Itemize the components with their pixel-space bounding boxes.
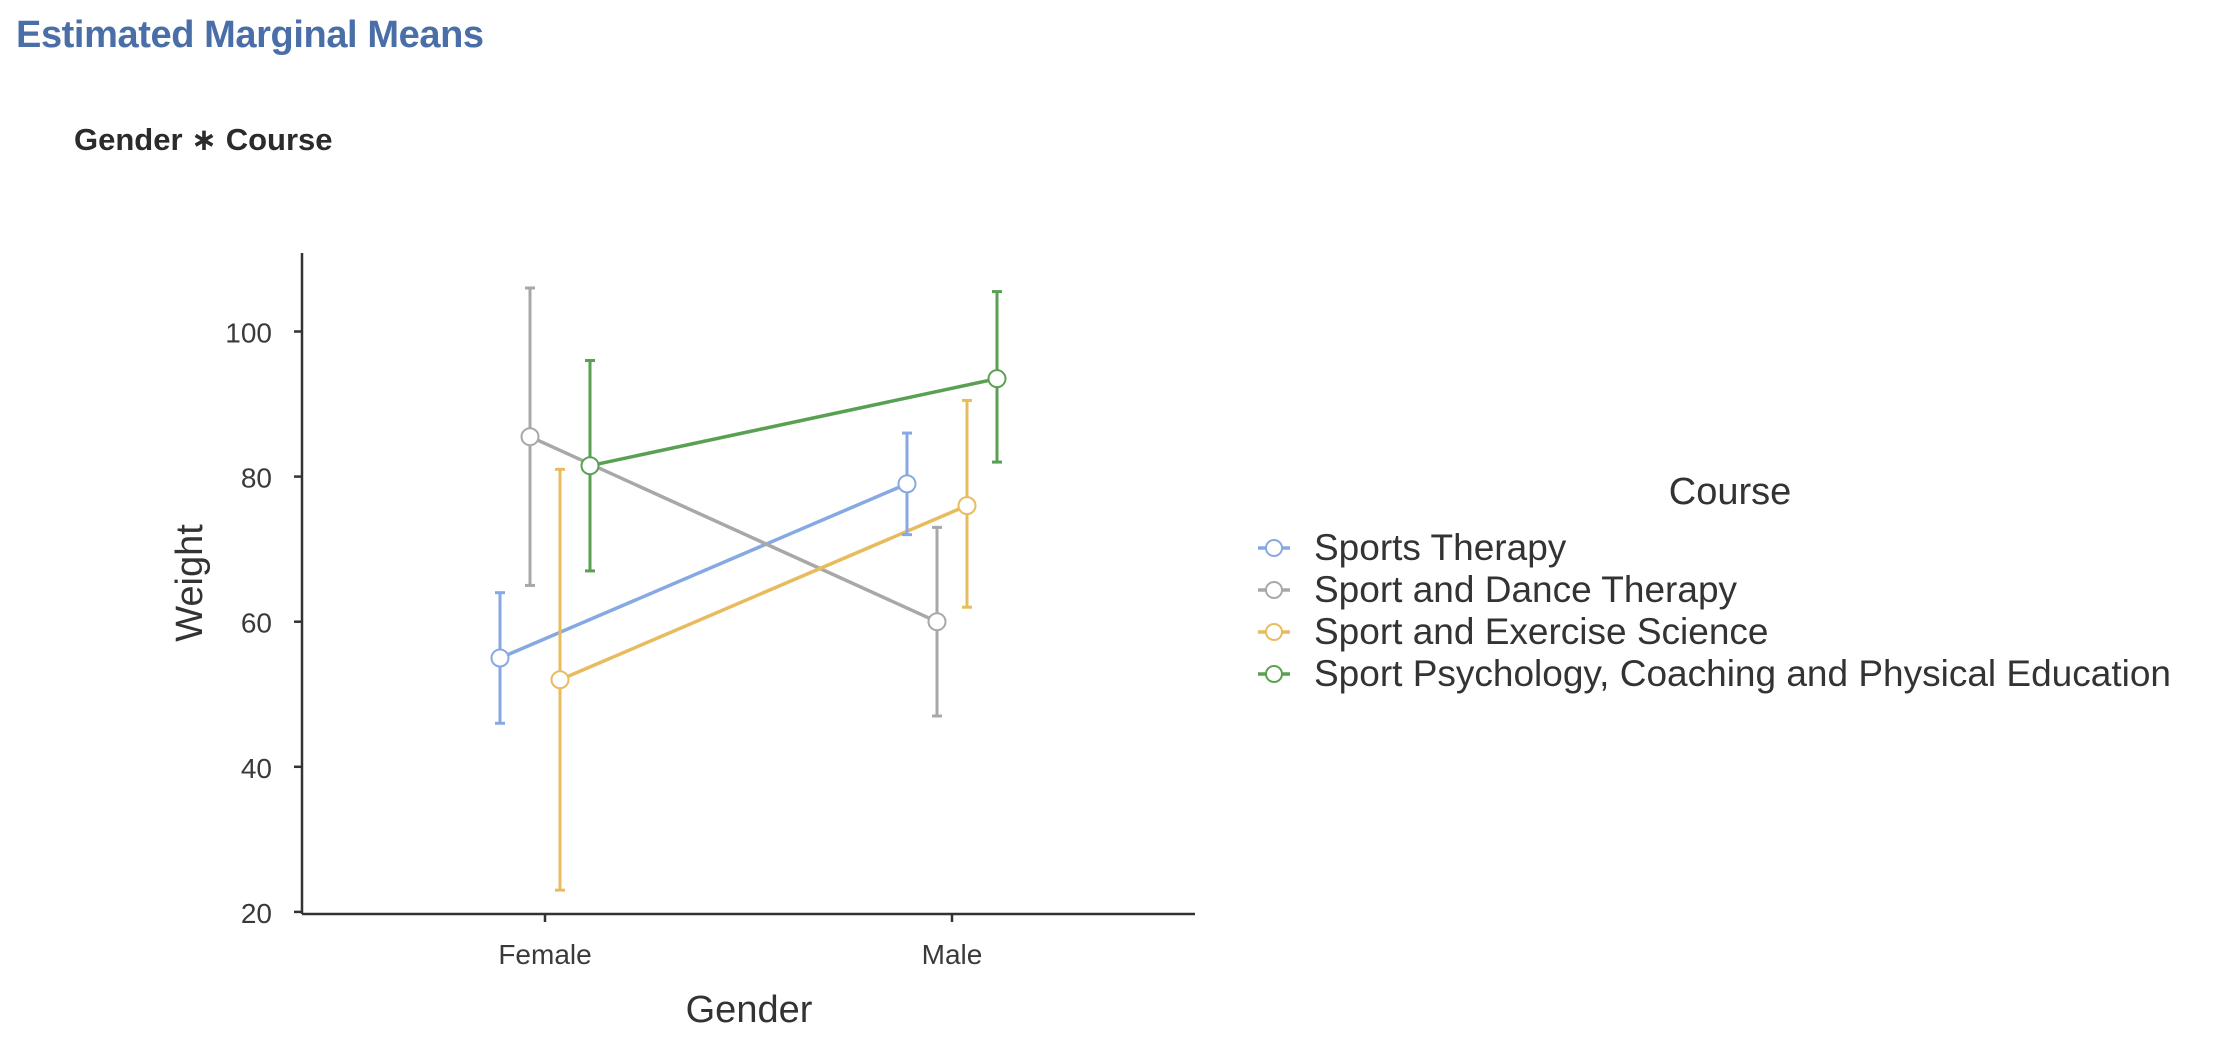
x-axis-title: Gender xyxy=(686,989,813,1031)
series-line-sport-psychology-coaching-and-physical-education xyxy=(589,376,998,468)
legend-item-sport-psychology-coaching-and-physical-education: Sport Psychology, Coaching and Physical … xyxy=(1258,653,2171,694)
data-point-sport-and-exercise-science xyxy=(550,670,570,690)
plot-axes xyxy=(300,253,1195,916)
legend-label: Sport Psychology, Coaching and Physical … xyxy=(1314,653,2171,694)
x-tick-label: Female xyxy=(498,939,591,970)
data-point-sport-and-dance-therapy xyxy=(927,612,947,632)
legend-label: Sports Therapy xyxy=(1314,527,1567,568)
legend-key-marker xyxy=(1265,539,1283,557)
series-line-sports-therapy xyxy=(499,482,908,660)
data-point-sports-therapy xyxy=(897,474,917,494)
y-tick-label: 40 xyxy=(241,753,272,784)
legend-title: Course xyxy=(1669,471,1792,513)
data-point-sport-and-dance-therapy xyxy=(520,427,540,447)
error-bars xyxy=(495,286,1002,892)
legend-label: Sport and Exercise Science xyxy=(1314,611,1769,652)
legend-label: Sport and Dance Therapy xyxy=(1314,569,1738,610)
y-tick-label: 80 xyxy=(241,463,272,494)
data-point-sports-therapy xyxy=(490,648,510,668)
legend-key-marker xyxy=(1265,581,1283,599)
data-point-sport-psychology-coaching-and-physical-education xyxy=(580,456,600,476)
legend-item-sports-therapy: Sports Therapy xyxy=(1258,527,1567,568)
x-axis-ticks: Female Male xyxy=(498,914,982,970)
data-point-sport-and-exercise-science xyxy=(957,496,977,516)
legend-key-marker xyxy=(1265,623,1283,641)
plot-subtitle: Gender ∗ Course xyxy=(74,122,333,157)
series-points xyxy=(490,369,1007,690)
y-tick-label: 20 xyxy=(241,898,272,929)
legend-key-marker xyxy=(1265,665,1283,683)
page-title: Estimated Marginal Means xyxy=(16,14,484,56)
y-axis-ticks: 20 40 60 80 100 xyxy=(225,318,302,929)
y-tick-label: 60 xyxy=(241,608,272,639)
legend-item-sport-and-dance-therapy: Sport and Dance Therapy xyxy=(1258,569,1738,610)
series-line-sport-and-exercise-science xyxy=(559,504,968,682)
y-tick-label: 100 xyxy=(225,318,272,349)
data-point-sport-psychology-coaching-and-physical-education xyxy=(987,369,1007,389)
x-tick-label: Male xyxy=(922,939,983,970)
y-axis-title: Weight xyxy=(169,524,211,642)
series-lines xyxy=(499,376,998,682)
legend-item-sport-and-exercise-science: Sport and Exercise Science xyxy=(1258,611,1769,652)
